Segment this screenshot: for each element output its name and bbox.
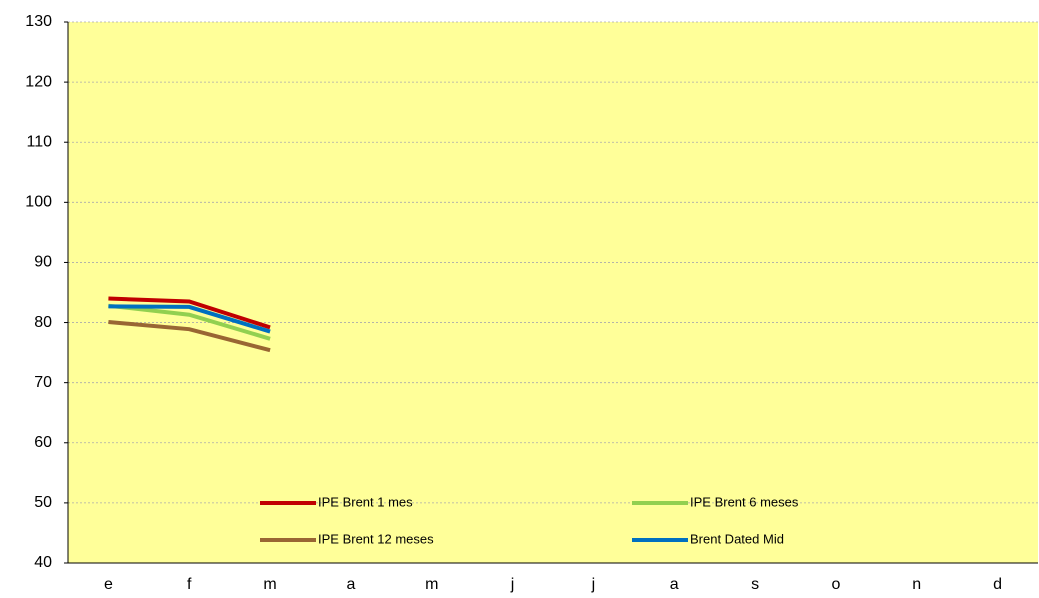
x-tick-label: e bbox=[104, 576, 113, 593]
x-tick-label: n bbox=[912, 576, 921, 593]
y-tick-label: 120 bbox=[25, 73, 52, 90]
y-tick-label: 40 bbox=[34, 554, 52, 571]
y-tick-label: 110 bbox=[26, 133, 52, 150]
y-tick-label: 100 bbox=[25, 194, 52, 211]
x-tick-label: a bbox=[670, 576, 679, 593]
x-tick-label: m bbox=[425, 576, 438, 593]
x-tick-label: o bbox=[831, 576, 840, 593]
legend-label: Brent Dated Mid bbox=[690, 531, 784, 546]
x-tick-label: j bbox=[510, 576, 515, 593]
series-line bbox=[108, 303, 271, 341]
x-tick-label: d bbox=[993, 576, 1002, 593]
x-tick-label: a bbox=[346, 576, 355, 593]
legend-label: IPE Brent 6 meses bbox=[690, 494, 799, 509]
x-tick-label: j bbox=[591, 576, 596, 593]
y-tick-label: 90 bbox=[34, 254, 52, 271]
x-tick-label: f bbox=[187, 576, 192, 593]
series-line bbox=[108, 319, 271, 353]
y-tick-label: 80 bbox=[34, 314, 52, 331]
x-tick-label: m bbox=[263, 576, 276, 593]
x-tick-label: s bbox=[751, 576, 759, 593]
series-line bbox=[108, 304, 271, 334]
y-tick-label: 130 bbox=[25, 13, 52, 30]
legend-label: IPE Brent 1 mes bbox=[318, 494, 413, 509]
y-tick-label: 60 bbox=[34, 434, 52, 451]
y-tick-label: 50 bbox=[34, 494, 52, 511]
legend-label: IPE Brent 12 meses bbox=[318, 531, 434, 546]
series-line bbox=[108, 296, 271, 330]
y-tick-label: 70 bbox=[34, 374, 52, 391]
plot-area bbox=[68, 22, 1038, 563]
